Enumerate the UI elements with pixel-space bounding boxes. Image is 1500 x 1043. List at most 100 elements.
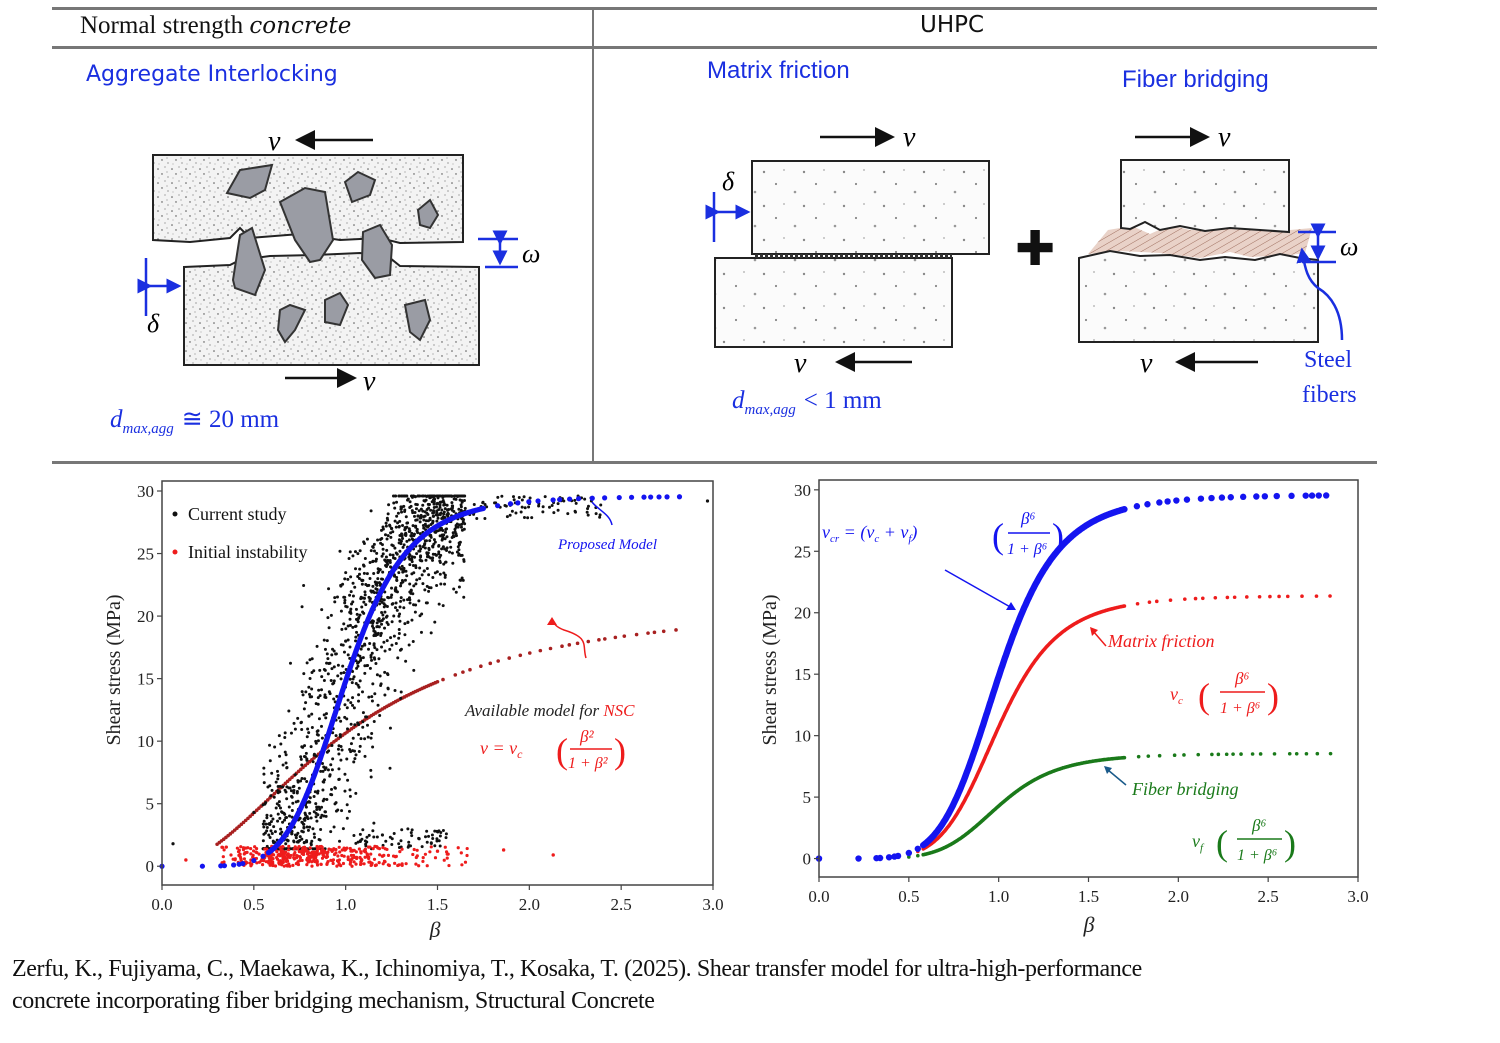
initial-instability-point bbox=[302, 850, 306, 854]
chart-left: 0.0 0.5 1.0 1.5 2.0 2.5 3.0 0 5 10 15 20 25 30 Curren… bbox=[103, 480, 724, 940]
proposed-model-point bbox=[507, 501, 514, 507]
current-study-point bbox=[398, 605, 402, 609]
fiber-bridging-point bbox=[1182, 753, 1186, 757]
current-study-point bbox=[404, 569, 408, 573]
header-rule bbox=[52, 46, 1377, 49]
proposed-model-point bbox=[480, 505, 487, 512]
chart-left-ytick-label: 30 bbox=[137, 482, 154, 501]
current-study-point bbox=[346, 653, 350, 657]
current-study-point bbox=[332, 665, 336, 669]
matrix-equation-denominator: 1 + β⁶ bbox=[1220, 700, 1261, 717]
current-study-point bbox=[350, 681, 354, 685]
initial-instability-point bbox=[415, 848, 419, 852]
current-study-point bbox=[264, 822, 268, 826]
current-study-point bbox=[472, 502, 476, 506]
current-study-point bbox=[583, 497, 587, 501]
nsc-agg-size: dmax,agg ≅ 20 mm bbox=[110, 406, 280, 437]
citation: Zerfu, K., Fujiyama, C., Maekawa, K., Ic… bbox=[12, 953, 1142, 1017]
initial-instability-point bbox=[425, 864, 429, 868]
current-study-point bbox=[383, 670, 387, 674]
current-study-point bbox=[405, 525, 409, 529]
current-study-point bbox=[382, 602, 386, 606]
current-study-point bbox=[346, 727, 350, 731]
current-study-point bbox=[406, 497, 410, 501]
current-study-point bbox=[459, 505, 463, 509]
current-study-point bbox=[415, 518, 419, 522]
current-study-point bbox=[435, 501, 440, 506]
current-study-point bbox=[426, 525, 430, 529]
chart-left-xtick-label: 1.0 bbox=[335, 895, 356, 914]
current-study-point bbox=[404, 531, 408, 535]
mf-shear-top-label: v bbox=[903, 122, 916, 153]
citation-line-2: concrete incorporating fiber bridging me… bbox=[12, 988, 655, 1014]
current-study-point bbox=[393, 589, 397, 593]
current-study-point bbox=[305, 758, 309, 762]
current-study-point bbox=[394, 494, 398, 498]
current-study-point bbox=[397, 631, 401, 635]
current-study-point bbox=[451, 531, 455, 535]
fb-opening-label: ω bbox=[1340, 232, 1358, 261]
current-study-point bbox=[277, 734, 281, 738]
total-shear-point bbox=[1197, 495, 1205, 502]
nsc-header: Normal strength concrete bbox=[80, 12, 351, 40]
current-study-point bbox=[368, 597, 372, 601]
current-study-point bbox=[398, 612, 402, 616]
current-study-point bbox=[371, 745, 375, 749]
fiber-bridging-point bbox=[1146, 754, 1151, 758]
initial-instability-point bbox=[380, 854, 385, 858]
current-study-point bbox=[573, 509, 577, 513]
current-study-point bbox=[420, 573, 424, 577]
current-study-point bbox=[438, 500, 442, 504]
current-study-point bbox=[386, 512, 390, 516]
initial-instability-point bbox=[249, 846, 253, 851]
current-study-point bbox=[363, 590, 367, 594]
current-study-point bbox=[353, 585, 357, 589]
total-shear-point bbox=[894, 852, 902, 860]
proposed-model-point bbox=[251, 857, 257, 864]
initial-instability-point bbox=[282, 851, 286, 856]
current-study-point bbox=[321, 761, 325, 765]
initial-instability-point bbox=[322, 851, 326, 855]
initial-instability-point bbox=[442, 858, 446, 862]
current-study-point bbox=[449, 545, 453, 549]
current-study-point bbox=[284, 842, 288, 846]
current-study-point bbox=[367, 695, 371, 699]
current-study-point bbox=[311, 760, 315, 764]
current-study-point bbox=[291, 785, 295, 789]
nsc-model-point bbox=[518, 653, 523, 658]
initial-instability-point bbox=[261, 858, 265, 862]
current-study-point bbox=[436, 516, 440, 520]
current-study-point bbox=[543, 495, 547, 499]
current-study-point bbox=[322, 780, 326, 784]
current-study-point bbox=[422, 499, 426, 503]
current-study-point bbox=[330, 768, 334, 772]
current-study-point bbox=[399, 567, 403, 571]
current-study-point bbox=[397, 636, 401, 640]
current-study-point bbox=[306, 828, 310, 832]
initial-instability-point bbox=[377, 846, 382, 851]
current-study-point bbox=[348, 617, 352, 621]
current-study-point bbox=[269, 794, 273, 798]
current-study-point bbox=[425, 840, 429, 844]
proposed-model-point bbox=[260, 853, 266, 859]
current-study-point bbox=[341, 643, 345, 647]
current-study-point bbox=[276, 777, 280, 781]
current-study-point bbox=[296, 840, 300, 844]
current-study-point bbox=[252, 810, 256, 815]
total-shear-point bbox=[1164, 498, 1171, 505]
chart-left-ytick-label: 0 bbox=[146, 857, 155, 876]
current-study-point bbox=[295, 790, 299, 794]
current-study-point bbox=[320, 608, 324, 612]
current-study-point bbox=[322, 678, 326, 682]
current-study-point bbox=[397, 842, 401, 846]
current-study-point bbox=[369, 736, 373, 740]
current-study-point bbox=[445, 513, 449, 517]
current-study-point bbox=[431, 576, 435, 580]
total-shear-point bbox=[1288, 492, 1295, 500]
current-study-point bbox=[386, 686, 390, 690]
current-study-point bbox=[371, 682, 375, 686]
current-study-point bbox=[380, 645, 384, 649]
matrix-friction-point bbox=[1122, 604, 1127, 608]
current-study-point bbox=[390, 643, 394, 647]
current-study-point bbox=[416, 494, 420, 498]
